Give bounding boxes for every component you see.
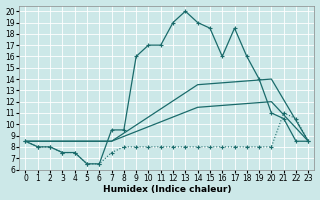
X-axis label: Humidex (Indice chaleur): Humidex (Indice chaleur) bbox=[103, 185, 231, 194]
